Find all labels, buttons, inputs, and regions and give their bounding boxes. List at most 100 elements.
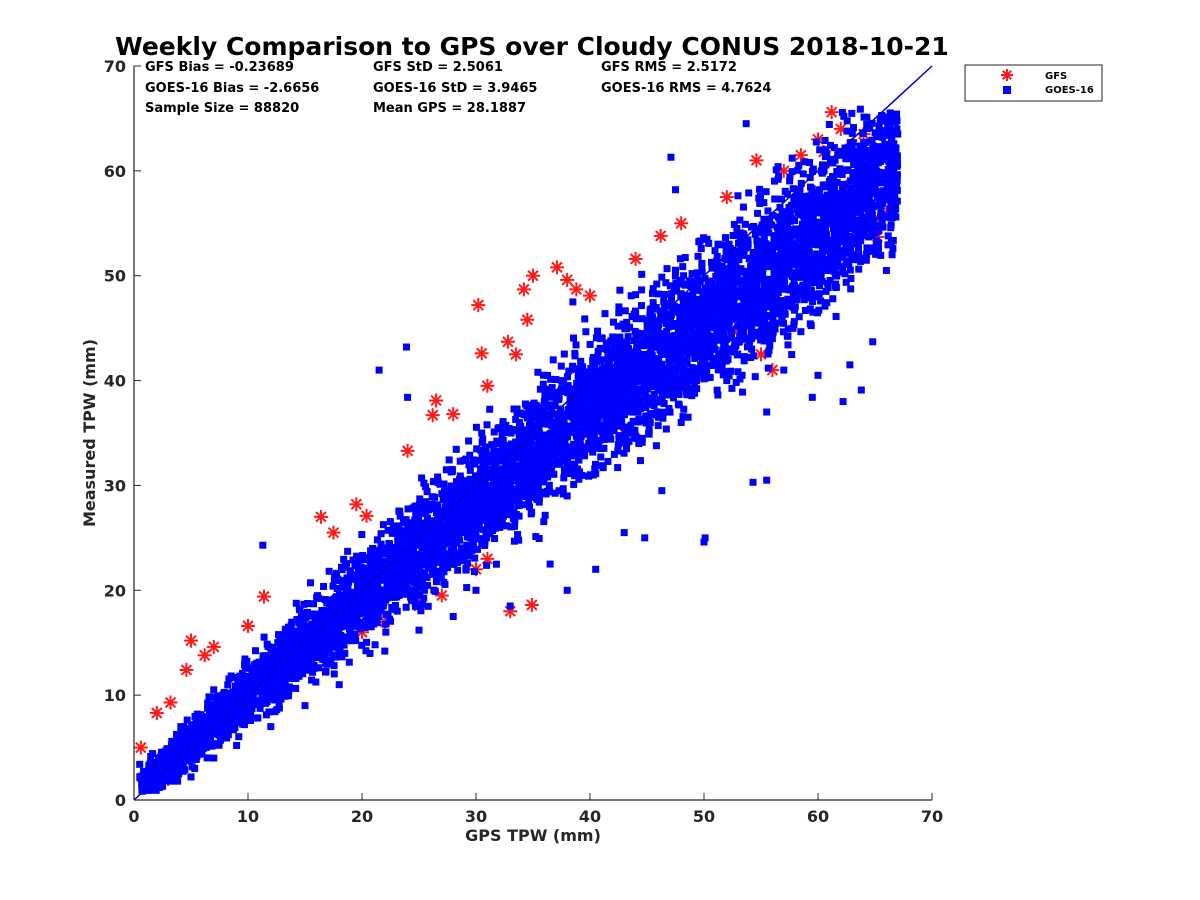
goes16-point bbox=[379, 521, 387, 529]
goes16-point bbox=[463, 559, 471, 567]
goes16-point bbox=[321, 596, 329, 604]
goes16-point bbox=[656, 345, 664, 353]
goes16-point bbox=[807, 322, 815, 330]
goes16-point bbox=[677, 290, 685, 298]
goes16-point bbox=[603, 345, 611, 353]
goes16-point bbox=[737, 241, 745, 249]
goes16-point bbox=[893, 186, 901, 194]
goes16-point bbox=[746, 254, 754, 262]
goes16-point bbox=[818, 161, 826, 169]
goes16-point bbox=[565, 367, 573, 375]
goes16-point bbox=[315, 611, 323, 619]
goes16-point bbox=[844, 225, 852, 233]
goes16-point bbox=[474, 456, 482, 464]
goes16-point bbox=[725, 372, 733, 380]
goes16-point bbox=[690, 370, 698, 378]
goes16-point bbox=[786, 177, 794, 185]
goes16-point bbox=[358, 641, 366, 649]
goes16-point bbox=[373, 536, 381, 544]
goes16-point bbox=[557, 405, 565, 413]
goes16-point bbox=[794, 209, 802, 217]
goes16-point bbox=[222, 709, 230, 717]
goes16-point bbox=[697, 244, 705, 252]
goes16-point bbox=[801, 193, 809, 201]
goes16-point bbox=[561, 465, 569, 473]
goes16-point bbox=[416, 495, 424, 503]
goes16-point bbox=[696, 302, 704, 310]
goes16-point bbox=[546, 447, 554, 455]
goes16-point bbox=[369, 544, 377, 552]
goes16-point bbox=[875, 122, 883, 130]
goes16-point bbox=[260, 633, 268, 641]
goes16-point bbox=[832, 283, 840, 291]
goes16-point bbox=[848, 109, 856, 117]
goes16-point bbox=[344, 547, 352, 555]
goes16-point bbox=[769, 212, 777, 220]
goes16-point bbox=[686, 298, 694, 306]
goes16-point bbox=[824, 279, 832, 287]
goes16-point bbox=[253, 659, 261, 667]
goes16-point bbox=[886, 210, 894, 218]
goes16-point bbox=[666, 299, 674, 307]
gfs-point bbox=[425, 408, 440, 423]
goes16-point bbox=[278, 674, 286, 682]
goes16-point bbox=[446, 533, 454, 541]
goes16-point bbox=[194, 745, 202, 753]
gfs-point bbox=[526, 268, 540, 283]
goes16-point bbox=[269, 647, 277, 655]
goes16-point bbox=[788, 154, 796, 162]
goes16-point bbox=[513, 409, 521, 417]
goes16-point bbox=[772, 319, 780, 327]
goes16-point bbox=[528, 469, 536, 477]
goes16-point bbox=[746, 276, 754, 284]
goes16-point bbox=[877, 251, 885, 259]
goes16-point bbox=[582, 328, 590, 336]
gfs-point bbox=[628, 251, 643, 266]
goes16-point bbox=[560, 457, 568, 465]
goes16-point bbox=[723, 318, 731, 326]
goes16-point bbox=[734, 231, 742, 239]
goes16-point bbox=[567, 465, 575, 473]
goes16-point bbox=[659, 414, 667, 422]
goes16-point bbox=[252, 647, 260, 655]
goes16-point bbox=[451, 491, 459, 499]
goes16-point bbox=[697, 305, 705, 313]
goes16-point bbox=[472, 423, 480, 431]
goes16-point bbox=[490, 474, 498, 482]
goes16-point bbox=[649, 299, 657, 307]
goes16-point bbox=[785, 265, 793, 273]
goes16-point bbox=[492, 560, 500, 568]
goes16-point bbox=[815, 306, 823, 314]
goes16-point bbox=[709, 292, 717, 300]
goes16-point bbox=[632, 385, 640, 393]
goes16-point bbox=[872, 222, 880, 230]
goes16-point bbox=[808, 274, 816, 282]
goes16-point bbox=[256, 663, 264, 671]
goes16-point bbox=[654, 422, 662, 430]
goes16-point bbox=[299, 670, 307, 678]
goes16-point bbox=[850, 124, 858, 132]
goes16-point bbox=[725, 289, 733, 297]
goes16-point bbox=[834, 259, 842, 267]
goes16-point bbox=[147, 752, 155, 760]
goes16-point bbox=[540, 397, 548, 405]
goes16-point bbox=[638, 434, 646, 442]
goes16-point bbox=[637, 302, 645, 310]
gfs-point bbox=[429, 393, 444, 408]
goes16-point bbox=[893, 197, 901, 205]
goes16-point bbox=[654, 386, 662, 394]
gfs-point bbox=[400, 443, 415, 458]
goes16-point bbox=[431, 587, 439, 595]
goes16-point bbox=[589, 381, 597, 389]
goes16-point bbox=[506, 479, 514, 487]
goes16-point bbox=[604, 457, 612, 465]
goes16-point bbox=[446, 488, 454, 496]
goes16-point bbox=[598, 462, 606, 470]
goes16-point bbox=[818, 251, 826, 259]
goes16-point bbox=[830, 144, 838, 152]
goes16-point bbox=[842, 278, 850, 286]
goes16-point bbox=[308, 676, 316, 684]
goes16-point bbox=[558, 377, 566, 385]
goes16-point bbox=[549, 356, 557, 364]
